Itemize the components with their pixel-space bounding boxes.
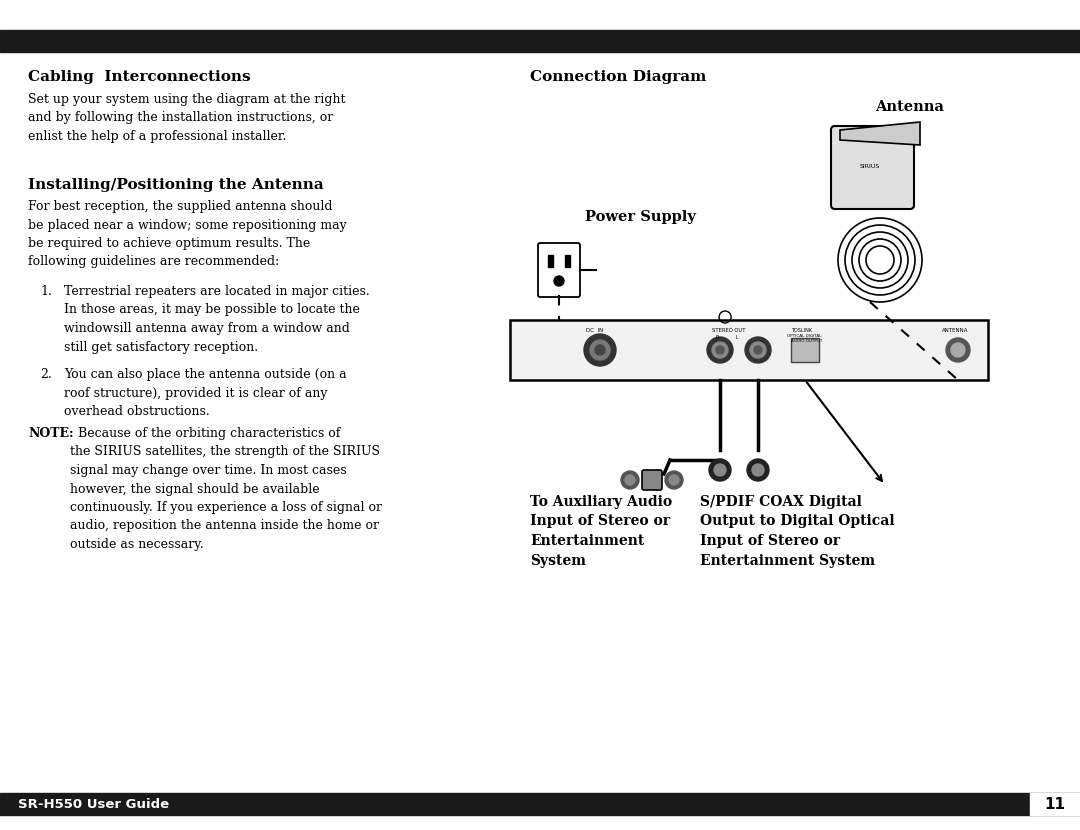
FancyBboxPatch shape [538,243,580,297]
Circle shape [946,338,970,362]
Circle shape [625,475,635,485]
Text: NOTE:: NOTE: [28,427,73,440]
Bar [548,255,553,267]
Text: DC  IN: DC IN [586,328,604,333]
Bar [0,793,1080,815]
Text: SR-H550 User Guide: SR-H550 User Guide [18,798,170,811]
Circle shape [752,464,764,476]
Circle shape [590,340,610,360]
Circle shape [716,346,724,354]
Text: Antenna: Antenna [875,100,944,114]
Text: Power Supply: Power Supply [585,210,696,224]
Circle shape [714,464,726,476]
Bar [1030,793,1080,815]
Bar [791,338,819,362]
Text: You can also place the antenna outside (on a
roof structure), provided it is cle: You can also place the antenna outside (… [64,368,347,418]
Text: Terrestrial repeaters are located in major cities.
In those areas, it may be pos: Terrestrial repeaters are located in maj… [64,285,369,354]
Text: STEREO OUT: STEREO OUT [712,328,745,333]
Text: Set up your system using the diagram at the right
and by following the installat: Set up your system using the diagram at … [28,93,346,143]
Circle shape [665,471,683,489]
FancyBboxPatch shape [642,470,662,490]
Text: SIRIUS: SIRIUS [860,164,880,169]
Text: 2.: 2. [40,368,52,381]
Circle shape [747,459,769,481]
Text: To Auxiliary Audio
Input of Stereo or
Entertainment
System: To Auxiliary Audio Input of Stereo or En… [530,495,672,568]
Circle shape [708,459,731,481]
Text: Because of the orbiting characteristics of
the SIRIUS satellites, the strength o: Because of the orbiting characteristics … [70,427,382,551]
Circle shape [669,475,679,485]
Circle shape [712,342,728,358]
Text: TOSLINK: TOSLINK [791,328,812,333]
Circle shape [595,345,605,355]
Text: Connection Diagram: Connection Diagram [530,70,706,84]
Text: Cabling  Interconnections: Cabling Interconnections [28,70,251,84]
Text: R           L: R L [716,335,739,340]
Text: Installing/Positioning the Antenna: Installing/Positioning the Antenna [28,178,324,192]
Text: ANTENNA: ANTENNA [942,328,969,333]
Text: For best reception, the supplied antenna should
be placed near a window; some re: For best reception, the supplied antenna… [28,200,347,268]
Bar [565,255,570,267]
Circle shape [707,337,733,363]
Text: 11: 11 [1044,797,1066,812]
FancyBboxPatch shape [831,126,914,209]
Text: AUDIO OUTPUT: AUDIO OUTPUT [791,339,822,343]
Text: OPTICAL DIGITAL: OPTICAL DIGITAL [787,334,822,338]
Circle shape [554,276,564,286]
Circle shape [951,343,966,357]
Text: 1.: 1. [40,285,52,298]
Circle shape [584,334,616,366]
Text: S/PDIF COAX Digital
Output to Digital Optical
Input of Stereo or
Entertainment S: S/PDIF COAX Digital Output to Digital Op… [700,495,894,568]
Circle shape [754,346,762,354]
Circle shape [750,342,766,358]
Polygon shape [840,122,920,145]
Circle shape [621,471,639,489]
Circle shape [745,337,771,363]
Bar [510,320,988,380]
Bar [0,30,1080,52]
